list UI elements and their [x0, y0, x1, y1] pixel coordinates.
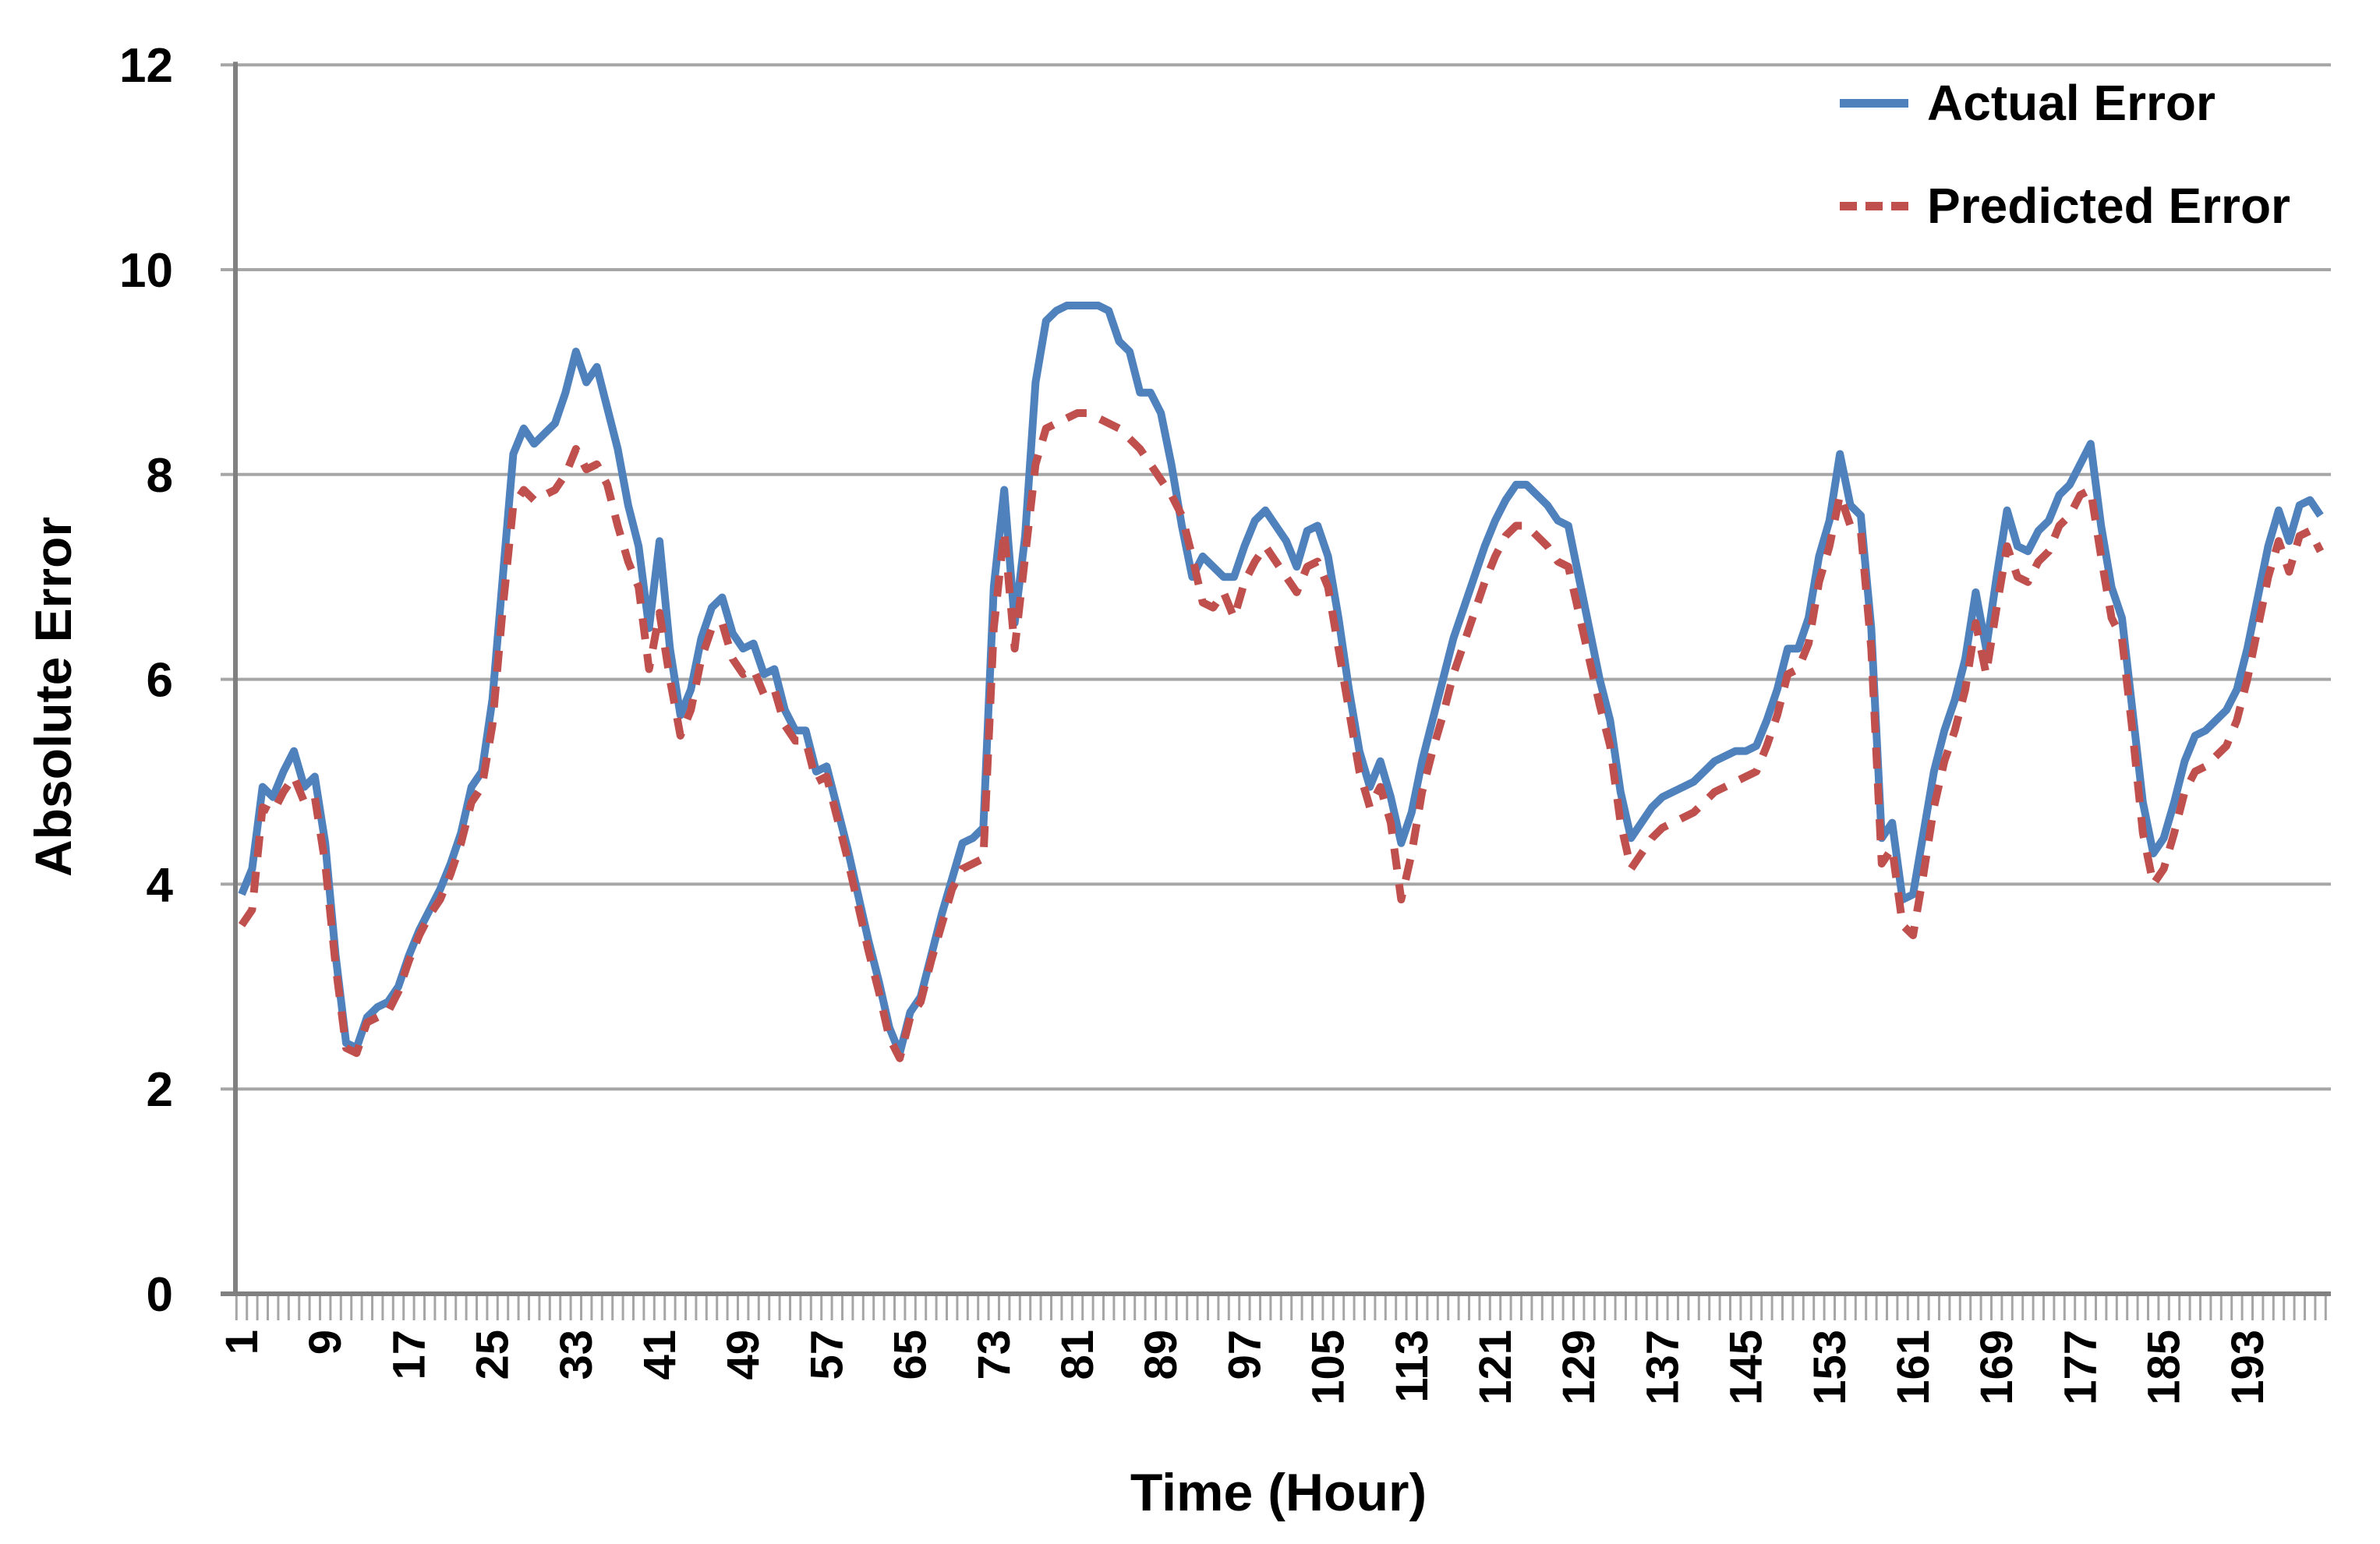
x-tick-label: 73 [969, 1330, 1020, 1380]
x-tick-label: 169 [1972, 1330, 2022, 1405]
x-tick-label: 81 [1052, 1330, 1103, 1380]
gridlines [221, 63, 2331, 1091]
x-tick-label: 129 [1554, 1330, 1604, 1405]
y-tick-label: 4 [147, 858, 174, 912]
y-tick-label: 2 [147, 1063, 173, 1117]
x-tick-label: 105 [1303, 1330, 1354, 1405]
legend-item-actual-error: Actual Error [1840, 74, 2290, 132]
x-tick-label: 33 [551, 1330, 602, 1380]
predicted-error-series-line [238, 409, 2325, 1062]
x-tick-label: 177 [2055, 1330, 2106, 1405]
legend-label: Predicted Error [1927, 178, 2290, 234]
x-tick-label: 121 [1470, 1330, 1521, 1405]
y-tick-label: 12 [119, 39, 173, 93]
x-tick-label: 161 [1888, 1330, 1939, 1405]
x-axis-title: Time (Hour) [1130, 1463, 1427, 1522]
x-tick-label: 113 [1387, 1330, 1438, 1403]
x-tick-label: 25 [468, 1330, 518, 1380]
y-tick-label: 6 [147, 654, 173, 708]
legend-label: Actual Error [1927, 75, 2216, 131]
x-tick-label: 17 [384, 1330, 434, 1380]
x-tick-label: 193 [2223, 1330, 2273, 1405]
y-tick-label: 8 [147, 449, 173, 503]
x-tick-label: 1 [217, 1330, 267, 1355]
x-tick-label: 89 [1136, 1330, 1186, 1380]
x-tick-label: 57 [801, 1330, 852, 1380]
legend: Actual Error Predicted Error [1840, 74, 2290, 235]
y-axis-tick-labels: 0 2 4 6 8 10 12 [119, 39, 173, 1322]
x-axis-minor-ticks [235, 1296, 2327, 1320]
actual-error-series-line [238, 302, 2324, 1058]
y-axis-title: Absolute Error [24, 516, 82, 878]
x-axis-tick-labels: 1 9 17 25 33 41 49 57 65 73 81 89 97 105 113 121 129 137 1… [217, 1330, 2273, 1405]
x-tick-label: 97 [1219, 1330, 1270, 1380]
x-tick-label: 49 [718, 1330, 769, 1380]
x-tick-label: 65 [886, 1330, 936, 1380]
x-tick-label: 137 [1637, 1330, 1688, 1405]
x-tick-label: 9 [300, 1330, 351, 1355]
legend-item-predicted-error: Predicted Error [1840, 177, 2290, 235]
y-tick-label: 0 [147, 1268, 173, 1322]
axes [221, 62, 2331, 1296]
x-tick-label: 145 [1721, 1330, 1772, 1405]
y-tick-label: 10 [119, 244, 173, 298]
x-tick-label: 41 [635, 1330, 685, 1380]
x-tick-label: 153 [1805, 1330, 1855, 1405]
x-tick-label: 185 [2139, 1330, 2190, 1405]
predicted-error-line-icon [1840, 201, 1908, 210]
actual-error-line-icon [1840, 98, 1908, 108]
